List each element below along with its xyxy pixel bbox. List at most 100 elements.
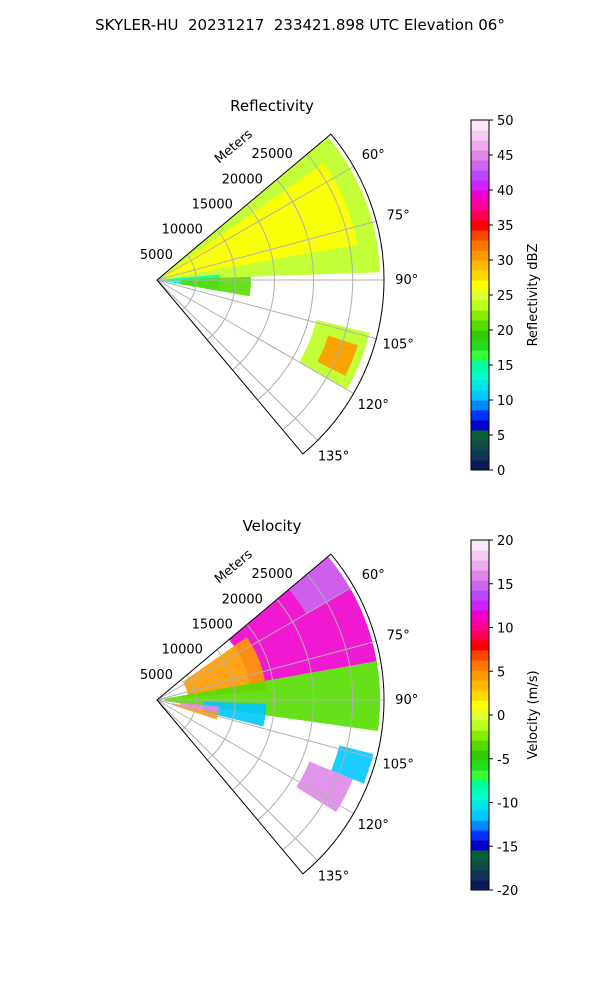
colorbar-swatch [471,160,489,171]
colorbar-swatch [471,610,489,621]
colorbar-swatch [471,720,489,731]
sector-outline [156,133,385,455]
colorbar-swatch [471,290,489,301]
range-ring [206,229,236,341]
colorbar-tick-label: 5 [497,665,505,680]
azimuth-gridline [156,279,318,441]
colorbar-swatch [471,660,489,671]
range-tick-label: 20000 [222,172,263,187]
radar-panel-0: 5000 10000 15000 20000 25000 60° 75° 90° 105° 120… [140,114,541,479]
colorbar-swatch [471,680,489,691]
echo-mid-orange [182,637,267,698]
colorbar-swatch [471,300,489,311]
range-ring [282,153,354,431]
colorbar-swatch [471,830,489,841]
range-tick-label: 25000 [252,567,293,582]
colorbar-swatch [471,190,489,201]
colorbar-swatch [471,420,489,431]
range-tick-label: 5000 [140,668,173,683]
colorbar-swatch [471,210,489,221]
range-ring [257,179,315,401]
azimuth-tick-label: 120° [358,398,389,413]
colorbar-swatch [471,320,489,331]
colorbar-swatch [471,200,489,211]
azimuth-tick-label: 105° [383,338,414,353]
colorbar-swatch [471,790,489,801]
colorbar-tick-label: 10 [497,394,514,409]
colorbar-swatch [471,240,489,251]
colorbar-swatch [471,710,489,721]
azimuth-gridline [156,699,354,814]
colorbar-tick-label: 40 [497,184,514,199]
azimuth-gridline [156,699,318,861]
range-ring [282,573,354,851]
echo-near-purple [179,702,220,714]
colorbar-swatch [471,630,489,641]
azimuth-tick-label: 120° [358,818,389,833]
colorbar-tick-label: 15 [497,578,514,593]
colorbar-tick-label: 20 [497,534,514,549]
colorbar-tick-label: -15 [497,840,518,855]
colorbar-swatch [471,170,489,181]
colorbar-swatch [471,840,489,851]
colorbar-swatch [471,550,489,561]
colorbar-swatch [471,820,489,831]
colorbar-swatch [471,230,489,241]
echo-far-purple [288,556,351,614]
colorbar-swatch [471,440,489,451]
colorbar-swatch [471,730,489,741]
range-tick-label: 20000 [222,592,263,607]
colorbar-swatch [471,650,489,661]
colorbar-tick-label: 15 [497,359,514,374]
range-ring [257,599,315,821]
colorbar-swatch [471,270,489,281]
colorbar-tick-label: 10 [497,622,514,637]
azimuth-gridline [156,279,377,340]
azimuth-gridline [156,220,377,281]
range-tick-label: 15000 [192,198,233,213]
colorbar-tick-label: -5 [497,753,510,768]
colorbar-swatch [471,460,489,471]
azimuth-gridline [156,279,354,394]
range-tick-label: 5000 [140,248,173,263]
colorbar-swatch [471,310,489,321]
range-ring [232,204,275,371]
colorbar-swatch [471,600,489,611]
colorbar-swatch [471,880,489,891]
range-axis-label: Meters [212,127,256,167]
colorbar-swatch [471,700,489,711]
colorbar-swatch [471,560,489,571]
colorbar-swatch [471,670,489,681]
azimuth-tick-label: 90° [395,693,418,708]
range-ring [206,649,236,761]
colorbar-swatch [471,150,489,161]
colorbar-swatch [471,800,489,811]
colorbar-swatch [471,220,489,231]
colorbar-swatch [471,810,489,821]
colorbar-swatch [471,250,489,261]
colorbar-tick-label: 0 [497,464,505,479]
colorbar-swatch [471,740,489,751]
colorbar-swatch [471,450,489,461]
colorbar-swatch [471,690,489,701]
range-ring [232,624,275,791]
colorbar-tick-label: 35 [497,219,514,234]
colorbar-swatch [471,850,489,861]
colorbar-swatch [471,620,489,631]
colorbar-tick-label: 30 [497,254,514,269]
colorbar-tick-label: 50 [497,114,514,129]
colorbar-tick-label: 5 [497,429,505,444]
colorbar-swatch [471,400,489,411]
echo-green-band [164,661,381,732]
colorbar-tick-label: 20 [497,324,514,339]
sector-outline [156,553,385,875]
azimuth-tick-label: 75° [387,208,410,223]
radar-panel-1: 5000 10000 15000 20000 25000 60° 75° 90° 105° 120… [140,534,541,899]
range-axis-label: Meters [212,547,256,587]
figure-title: SKYLER-HU 20231217 233421.898 UTC Elevat… [95,16,505,34]
velocity-title: Velocity [242,517,302,535]
colorbar-swatch [471,120,489,131]
colorbar-tick-label: -20 [497,884,518,899]
colorbar-tick-label: -10 [497,797,518,812]
azimuth-tick-label: 105° [383,758,414,773]
